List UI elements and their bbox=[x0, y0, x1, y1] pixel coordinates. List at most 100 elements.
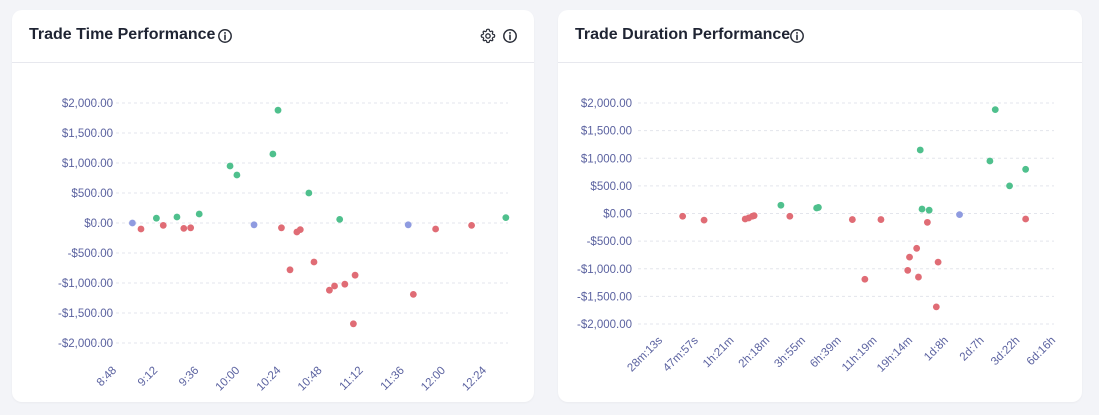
data-point[interactable] bbox=[173, 213, 181, 221]
data-point[interactable] bbox=[1022, 215, 1030, 223]
data-point[interactable] bbox=[848, 216, 856, 223]
data-point[interactable] bbox=[159, 222, 167, 229]
data-point[interactable] bbox=[913, 244, 921, 252]
x-tick-label: 2h:18m bbox=[737, 335, 773, 371]
y-tick-label: -$1,000.00 bbox=[58, 278, 113, 290]
data-point[interactable] bbox=[934, 258, 942, 266]
data-point[interactable] bbox=[786, 212, 794, 220]
x-tick-label: 12:00 bbox=[419, 365, 448, 394]
trade-time-performance-card: Trade Time Performance $2,000.00 $1,500.0… bbox=[12, 10, 534, 402]
data-point[interactable] bbox=[432, 225, 440, 233]
data-point[interactable] bbox=[336, 216, 344, 223]
x-tick-label: 2d:7h bbox=[958, 335, 987, 364]
data-point[interactable] bbox=[296, 226, 304, 234]
data-point[interactable] bbox=[226, 162, 234, 170]
data-point[interactable] bbox=[233, 171, 241, 179]
y-tick-label: $1,000.00 bbox=[62, 158, 113, 170]
x-tick-label: 47m:57s bbox=[661, 334, 701, 374]
x-tick-label: 11:12 bbox=[338, 365, 366, 393]
y-tick-label: $0.00 bbox=[603, 209, 632, 221]
x-tick-label: 11h:19m bbox=[840, 335, 880, 375]
data-point[interactable] bbox=[274, 106, 282, 114]
data-point[interactable] bbox=[351, 271, 359, 279]
data-point[interactable] bbox=[1022, 165, 1030, 173]
x-tick-label: 6d:16h bbox=[1025, 335, 1058, 368]
x-tick-label: 11:36 bbox=[379, 365, 407, 393]
x-tick-label: 19h:14m bbox=[875, 335, 915, 375]
info-icon[interactable] bbox=[217, 28, 233, 44]
data-point[interactable] bbox=[195, 210, 203, 218]
y-tick-label: $500.00 bbox=[71, 188, 113, 200]
card-title: Trade Time Performance bbox=[29, 26, 216, 43]
x-tick-label: 9:36 bbox=[177, 365, 201, 389]
data-point[interactable] bbox=[915, 273, 922, 281]
data-point[interactable] bbox=[906, 253, 913, 261]
data-point[interactable] bbox=[250, 221, 258, 229]
x-tick-label: 10:48 bbox=[296, 365, 325, 394]
trade-duration-scatter-chart: $2,000.00 $1,500.00 $1,000.00 $500.00 $0.00 -… bbox=[577, 98, 1058, 375]
data-point[interactable] bbox=[137, 225, 145, 233]
data-point[interactable] bbox=[187, 224, 195, 232]
gear-icon[interactable] bbox=[480, 28, 496, 44]
data-point[interactable] bbox=[925, 206, 933, 214]
data-point[interactable] bbox=[904, 267, 912, 274]
data-point[interactable] bbox=[331, 282, 338, 290]
y-tick-label: -$1,000.00 bbox=[577, 264, 632, 276]
y-tick-label: $1,500.00 bbox=[62, 128, 113, 140]
data-point[interactable] bbox=[310, 258, 318, 266]
data-point[interactable] bbox=[341, 280, 349, 288]
y-tick-label: $1,000.00 bbox=[581, 153, 632, 165]
data-point[interactable] bbox=[777, 201, 785, 209]
data-point[interactable] bbox=[679, 212, 687, 220]
x-tick-label: 8:48 bbox=[95, 365, 119, 389]
info-icon[interactable] bbox=[502, 28, 518, 44]
data-point[interactable] bbox=[991, 106, 999, 114]
data-point[interactable] bbox=[305, 189, 313, 197]
x-tick-label: 12:24 bbox=[460, 364, 489, 393]
data-point[interactable] bbox=[404, 221, 412, 229]
y-tick-label: $2,000.00 bbox=[62, 98, 113, 110]
data-point[interactable] bbox=[916, 146, 924, 154]
data-point[interactable] bbox=[180, 225, 188, 232]
data-point[interactable] bbox=[152, 214, 160, 222]
card-title: Trade Duration Performance bbox=[575, 26, 791, 43]
x-tick-label: 10:00 bbox=[214, 365, 243, 394]
data-point[interactable] bbox=[918, 205, 926, 213]
data-point[interactable] bbox=[468, 222, 475, 229]
y-tick-label: $0.00 bbox=[84, 218, 113, 230]
trade-time-scatter-chart: $2,000.00 $1,500.00 $1,000.00 $500.00 $0.00 -… bbox=[58, 98, 510, 394]
data-point[interactable] bbox=[815, 204, 822, 211]
y-tick-label: -$500.00 bbox=[68, 248, 113, 260]
data-point[interactable] bbox=[409, 291, 417, 298]
y-tick-label: -$1,500.00 bbox=[577, 291, 632, 303]
card-header: Trade Time Performance bbox=[12, 10, 534, 63]
data-point[interactable] bbox=[349, 320, 357, 328]
card-header: Trade Duration Performance bbox=[558, 10, 1082, 63]
data-point[interactable] bbox=[932, 303, 940, 311]
y-tick-label: -$2,000.00 bbox=[58, 338, 113, 350]
data-point[interactable] bbox=[986, 157, 994, 165]
x-tick-label: 6h:39m bbox=[808, 335, 844, 371]
x-tick-label: 28m:13s bbox=[625, 334, 665, 374]
data-point[interactable] bbox=[861, 275, 869, 283]
y-tick-label: $2,000.00 bbox=[581, 98, 632, 110]
data-point[interactable] bbox=[956, 211, 963, 219]
data-point[interactable] bbox=[286, 266, 294, 274]
data-point[interactable] bbox=[877, 216, 885, 223]
y-tick-label: $1,500.00 bbox=[581, 126, 632, 138]
data-point[interactable] bbox=[1006, 182, 1013, 190]
info-icon[interactable] bbox=[789, 28, 805, 44]
trade-duration-performance-card: Trade Duration Performance $2,000.00 $1,5… bbox=[558, 10, 1082, 402]
data-point[interactable] bbox=[700, 216, 708, 224]
data-point[interactable] bbox=[326, 286, 333, 294]
data-point[interactable] bbox=[923, 218, 931, 226]
x-tick-label: 10:24 bbox=[255, 364, 284, 393]
data-point[interactable] bbox=[129, 219, 136, 227]
y-tick-label: -$2,000.00 bbox=[577, 319, 632, 331]
data-point[interactable] bbox=[269, 150, 277, 158]
data-point[interactable] bbox=[750, 212, 758, 220]
data-point[interactable] bbox=[278, 224, 285, 232]
y-tick-label: -$1,500.00 bbox=[58, 308, 113, 320]
data-point[interactable] bbox=[502, 214, 510, 222]
y-tick-label: $500.00 bbox=[590, 181, 632, 193]
